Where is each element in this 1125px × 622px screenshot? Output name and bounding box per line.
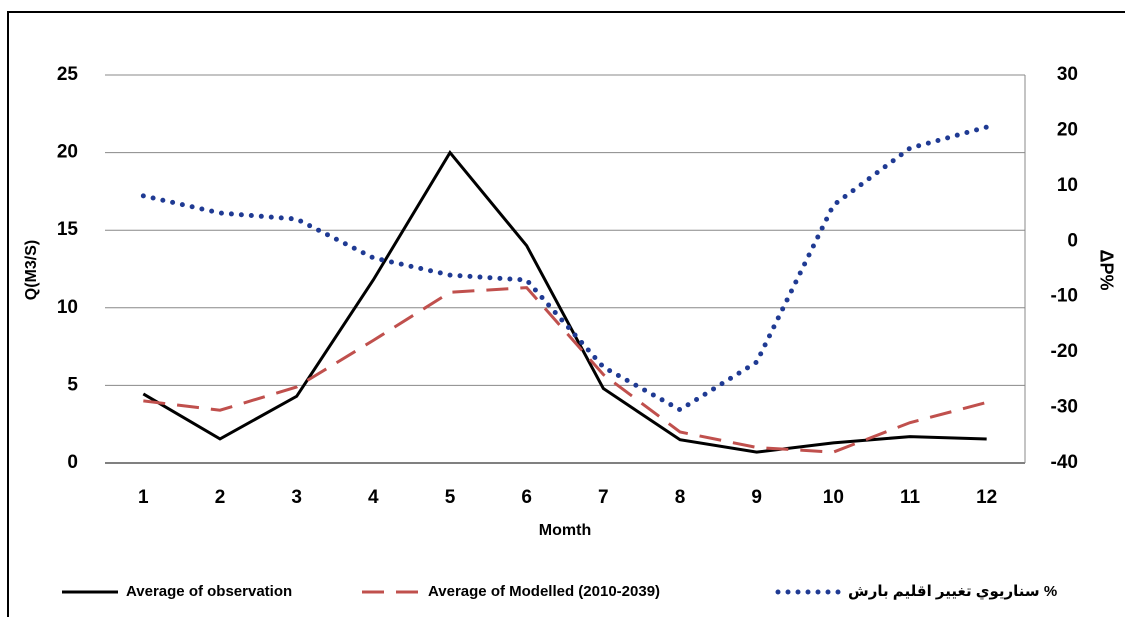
y-tick-label: 20 (57, 142, 78, 163)
legend-label: Average of Modelled (2010-2039) (428, 583, 660, 600)
y2-tick-label: 30 (1057, 64, 1078, 85)
legend-label: سناريوي تغيير اقليم بارش % (848, 583, 1057, 601)
x-tick-label: 11 (900, 487, 921, 508)
y2-tick-label: -40 (1051, 452, 1078, 473)
y2-axis-label: ΔP% (1096, 250, 1116, 291)
x-axis-label: Momth (539, 522, 591, 539)
y-tick-label: 15 (57, 219, 79, 240)
frame (7, 11, 1125, 617)
y-tick-label: 25 (57, 64, 79, 85)
x-tick-label: 2 (215, 487, 226, 508)
series-line (143, 286, 988, 454)
x-tick-label: 9 (751, 487, 762, 508)
y2-tick-label: 20 (1057, 119, 1078, 140)
x-tick-label: 6 (521, 487, 532, 508)
y2-tick-label: -30 (1051, 397, 1078, 418)
x-tick-label: 12 (976, 487, 997, 508)
y-tick-label: 10 (57, 297, 78, 318)
y-tick-label: 0 (67, 452, 78, 473)
x-tick-label: 7 (598, 487, 609, 508)
series-line (140, 124, 990, 413)
series-line (142, 150, 987, 454)
x-tick-label: 4 (368, 487, 379, 508)
y2-tick-label: 10 (1057, 175, 1078, 196)
legend-label: Average of observation (126, 583, 292, 600)
x-tick-label: 1 (138, 487, 149, 508)
y2-tick-label: 0 (1067, 230, 1078, 251)
y2-tick-label: -20 (1051, 341, 1078, 362)
x-tick-label: 3 (291, 487, 302, 508)
x-tick-label: 5 (445, 487, 456, 508)
y2-tick-label: -10 (1051, 286, 1078, 307)
y-tick-label: 5 (67, 374, 78, 395)
y-axis-label: Q(M3/S) (23, 240, 40, 300)
x-tick-label: 8 (675, 487, 686, 508)
x-tick-label: 10 (823, 487, 844, 508)
